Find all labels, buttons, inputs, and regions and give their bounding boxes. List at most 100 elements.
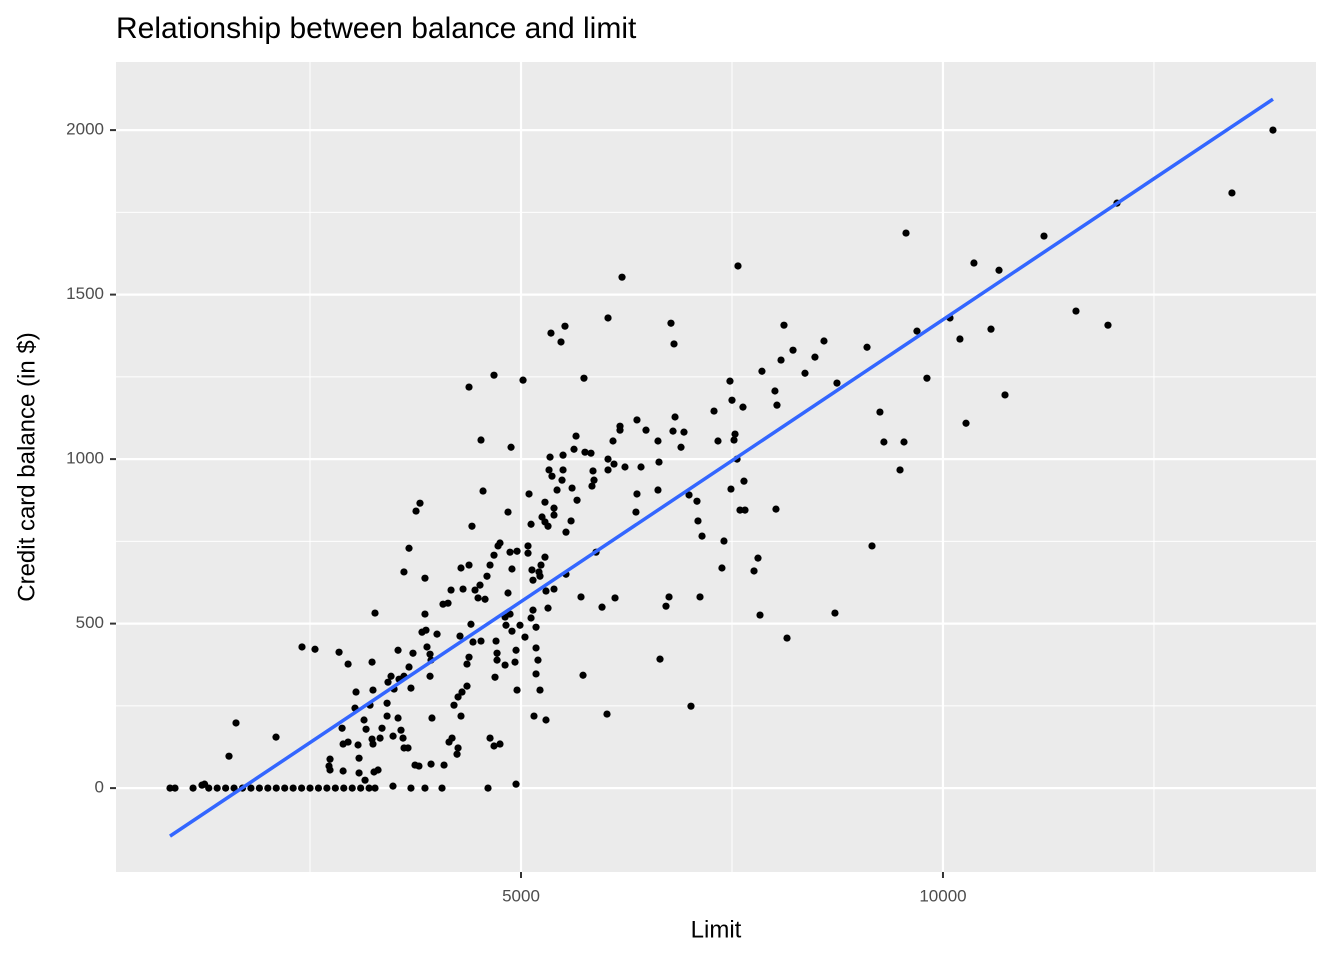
point (524, 549, 532, 557)
point (550, 511, 558, 519)
point (1001, 391, 1009, 399)
marks (166, 97, 1277, 838)
point (542, 587, 550, 595)
point (411, 761, 419, 769)
point (507, 443, 515, 451)
point (465, 561, 473, 569)
point (633, 416, 641, 424)
point (544, 604, 552, 612)
point (880, 438, 888, 446)
point (458, 688, 466, 696)
point (255, 784, 263, 792)
point (166, 784, 174, 792)
point (247, 784, 255, 792)
point (421, 784, 429, 792)
point (490, 742, 498, 750)
point (479, 487, 487, 495)
point (685, 491, 693, 499)
point (281, 784, 289, 792)
point (529, 606, 537, 614)
point (568, 484, 576, 492)
x-tick-label: 5000 (502, 886, 540, 905)
point (541, 553, 549, 561)
point (561, 322, 569, 330)
point (550, 585, 558, 593)
point (465, 383, 473, 391)
x-axis-label: Limit (691, 916, 742, 943)
point (771, 387, 779, 395)
point (376, 734, 384, 742)
point (923, 374, 931, 382)
point (577, 593, 585, 601)
point (496, 539, 504, 547)
point (521, 633, 529, 641)
point (405, 663, 413, 671)
point (311, 645, 319, 653)
point (387, 672, 395, 680)
point (326, 755, 334, 763)
point (468, 522, 476, 530)
point (547, 329, 555, 337)
point (513, 686, 521, 694)
point (995, 266, 1003, 274)
point (362, 725, 370, 733)
point (456, 632, 464, 640)
point (272, 733, 280, 741)
point (727, 485, 735, 493)
point (340, 784, 348, 792)
point (519, 376, 527, 384)
point (956, 335, 964, 343)
point (355, 769, 363, 777)
point (200, 780, 209, 788)
point (557, 338, 565, 346)
point (780, 321, 788, 329)
point (580, 374, 588, 382)
point (368, 658, 376, 666)
point (534, 656, 542, 664)
point (750, 567, 758, 575)
point (454, 693, 462, 701)
point (559, 451, 567, 459)
point (687, 702, 695, 710)
point (371, 784, 379, 792)
point (404, 744, 412, 752)
point (463, 660, 471, 668)
x-tick-label: 10000 (919, 886, 966, 905)
point (632, 508, 640, 516)
point (477, 637, 485, 645)
point (384, 678, 392, 686)
point (637, 463, 645, 471)
point (335, 648, 343, 656)
y-tick-label: 0 (95, 778, 104, 797)
point (820, 337, 828, 345)
point (756, 611, 764, 619)
point (524, 542, 532, 550)
point (579, 671, 587, 679)
point (573, 496, 581, 504)
point (397, 726, 405, 734)
point (491, 673, 499, 681)
point (339, 767, 347, 775)
point (484, 784, 492, 792)
point (696, 593, 704, 601)
point (360, 716, 368, 724)
point (604, 466, 612, 474)
point (553, 486, 561, 494)
point (465, 653, 473, 661)
point (338, 724, 346, 732)
point (570, 445, 578, 453)
point (736, 506, 744, 514)
point (213, 784, 221, 792)
point (710, 407, 718, 415)
point (670, 340, 678, 348)
point (529, 576, 537, 584)
point (230, 784, 238, 792)
point (314, 784, 323, 792)
point (418, 628, 426, 636)
point (665, 593, 673, 601)
point (298, 643, 306, 651)
point (471, 586, 479, 594)
point (225, 752, 233, 760)
point (1269, 126, 1277, 134)
point (654, 486, 662, 494)
